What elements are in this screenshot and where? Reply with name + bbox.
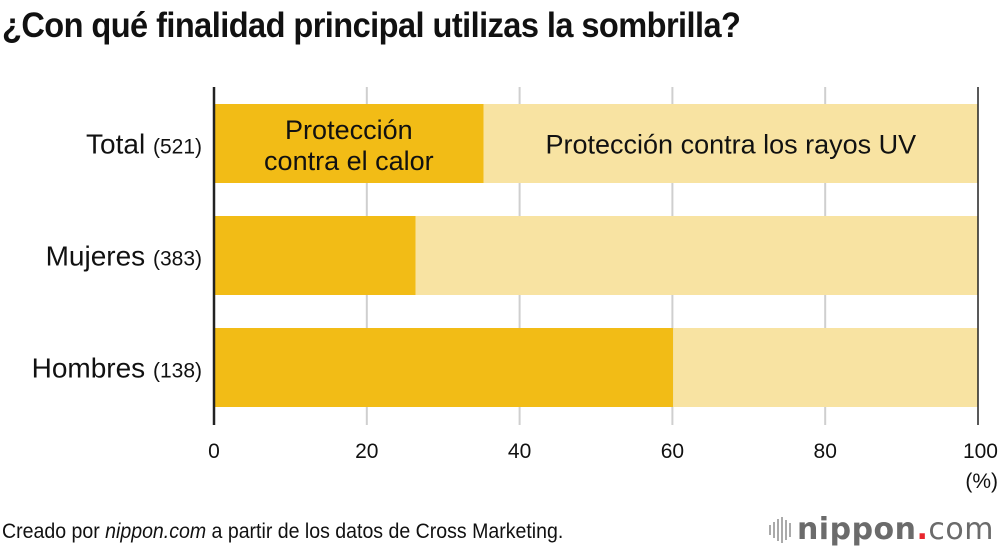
segment-label-heat-line1: Protección bbox=[285, 115, 413, 145]
category-name: Total bbox=[86, 129, 153, 160]
x-tick-label: 100 bbox=[963, 440, 998, 463]
bar-hombres-series-0 bbox=[214, 328, 674, 407]
x-tick-label: 20 bbox=[355, 440, 378, 463]
category-name: Hombres bbox=[32, 353, 153, 384]
tick-labels: 0 20 40 60 80 100 (%) bbox=[208, 440, 998, 493]
source-prefix: Creado por bbox=[2, 520, 106, 543]
x-tick-label: 0 bbox=[208, 440, 220, 463]
category-label: Hombres (138) bbox=[32, 353, 202, 384]
logo-tld: com bbox=[928, 512, 994, 547]
source-suffix: a partir de los datos de Cross Marketing… bbox=[206, 520, 564, 543]
nippon-logo: nippon.com bbox=[768, 512, 994, 547]
category-label: Total (521) bbox=[86, 129, 202, 160]
x-tick-label: 80 bbox=[814, 440, 837, 463]
source-note: Creado por nippon.com a partir de los da… bbox=[2, 520, 563, 544]
axes bbox=[212, 87, 979, 425]
category-count: (138) bbox=[153, 360, 202, 383]
bar-mujeres-series-1 bbox=[415, 216, 978, 295]
category-count: (521) bbox=[153, 136, 202, 159]
segment-label-uv: Protección contra los rayos UV bbox=[546, 130, 917, 160]
segment-label-heat-line2: contra el calor bbox=[264, 146, 434, 176]
logo-name: nippon bbox=[796, 512, 917, 547]
category-label: Mujeres (383) bbox=[46, 241, 202, 272]
x-tick-label: 60 bbox=[661, 440, 684, 463]
source-site: nippon.com bbox=[105, 520, 207, 543]
x-tick-label: 40 bbox=[508, 440, 531, 463]
logo-dot: . bbox=[916, 512, 929, 547]
x-axis-unit-label: (%) bbox=[965, 470, 998, 493]
category-count: (383) bbox=[153, 248, 202, 271]
logo-bars-icon bbox=[768, 516, 791, 543]
bar-mujeres-series-0 bbox=[214, 216, 416, 295]
bar-hombres-series-1 bbox=[673, 328, 978, 407]
category-labels: Total (521) Mujeres (383) Hombres (138) bbox=[32, 129, 202, 384]
bars bbox=[214, 104, 978, 407]
bar-total-series-1 bbox=[483, 104, 978, 183]
category-name: Mujeres bbox=[46, 241, 153, 272]
chart-title: ¿Con qué finalidad principal utilizas la… bbox=[2, 6, 741, 45]
chart: Total (521) Mujeres (383) Hombres (138) 0 2… bbox=[32, 87, 998, 493]
bar-total-series-0 bbox=[214, 104, 484, 183]
